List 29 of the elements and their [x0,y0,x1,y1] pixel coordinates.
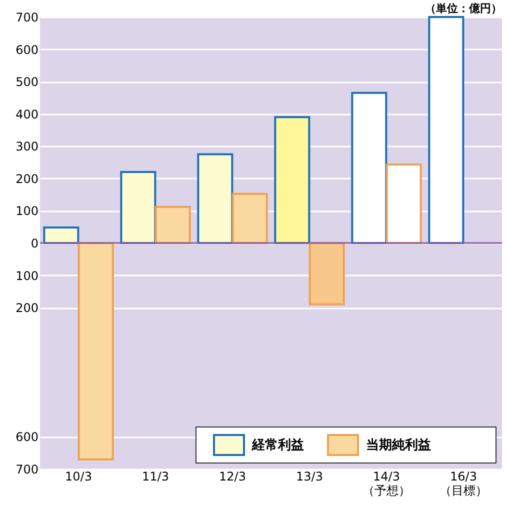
x-tick-label: 10/3 [65,470,92,484]
y-tick-label: 700 [16,10,38,24]
y-tick-label: 100 [16,204,38,218]
bar [78,242,114,460]
text: （単位：億円） [425,2,502,15]
legend-label: 経常利益 [251,437,304,453]
bar [43,226,80,244]
bar [120,170,156,244]
y-tick-label: 400 [16,107,38,122]
x-tick-label: 11/3 [142,470,169,484]
y-tick-label: 300 [16,140,38,154]
bar [274,116,310,244]
x-tick-label: 13/3 [296,470,323,484]
bar [308,242,345,306]
y-tick-label: 600 [16,430,38,444]
y-tick-label: 600 [16,42,38,57]
y-tick-label: 500 [16,75,38,90]
x-tick-label: 14/3 （予想） [362,470,410,498]
x-tick-label: 16/3 （目標） [440,470,488,498]
y-tick-label: 0 [30,236,38,250]
y-tick-label: 200 [16,301,38,316]
legend-label: 当期純利益 [366,437,431,453]
y-tick-label: 100 [16,268,38,283]
bar [232,192,268,244]
x-tick-label: 12/3 [219,470,246,484]
y-tick-label: 200 [16,172,38,186]
bar [197,153,234,244]
bar [154,206,191,244]
y-tick-label: 700 [16,462,38,476]
